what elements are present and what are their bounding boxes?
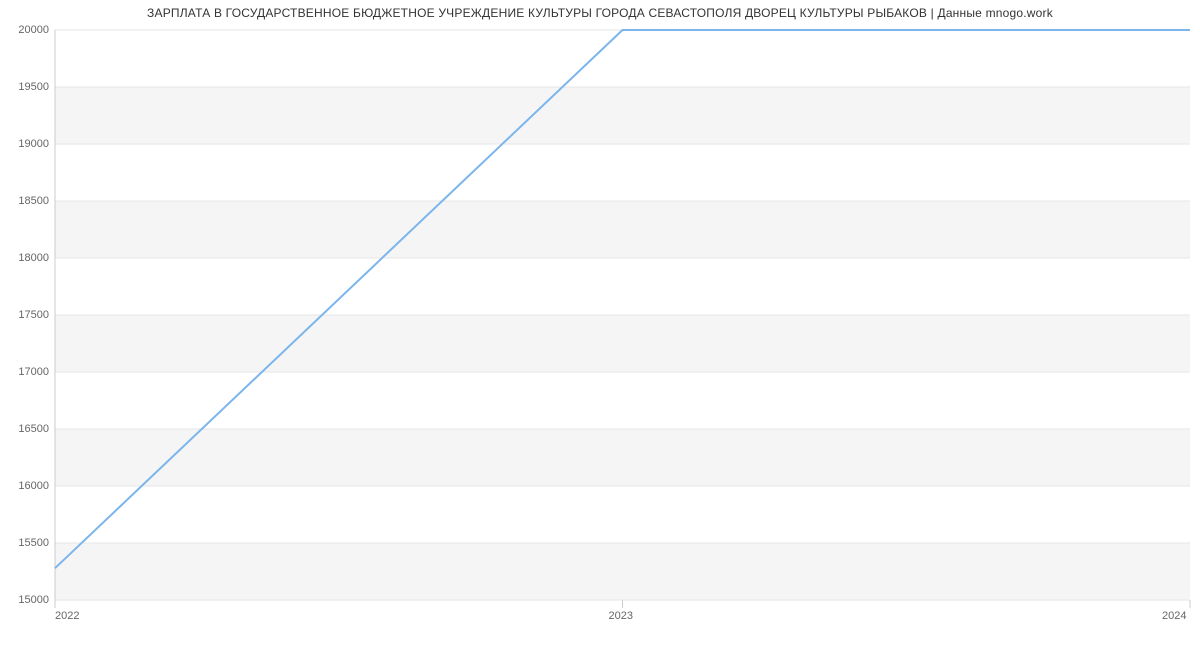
y-tick-label: 19000 [18,138,49,150]
y-tick-label: 18500 [18,195,49,207]
y-tick-label: 20000 [18,24,49,36]
y-tick-label: 16500 [18,423,49,435]
y-tick-label: 17000 [18,366,49,378]
y-tick-label: 15000 [18,594,49,606]
plot-area [55,30,1190,600]
y-tick-label: 18000 [18,252,49,264]
y-tick-label: 16000 [18,480,49,492]
y-tick-label: 17500 [18,309,49,321]
y-tick-label: 15500 [18,537,49,549]
y-tick-label: 19500 [18,81,49,93]
x-tick-label: 2022 [55,610,79,622]
x-tick-label: 2023 [609,610,633,622]
chart-svg [55,30,1190,600]
x-tick-label: 2024 [1162,610,1186,622]
chart-title: ЗАРПЛАТА В ГОСУДАРСТВЕННОЕ БЮДЖЕТНОЕ УЧР… [0,6,1200,20]
salary-line-chart: ЗАРПЛАТА В ГОСУДАРСТВЕННОЕ БЮДЖЕТНОЕ УЧР… [0,0,1200,650]
